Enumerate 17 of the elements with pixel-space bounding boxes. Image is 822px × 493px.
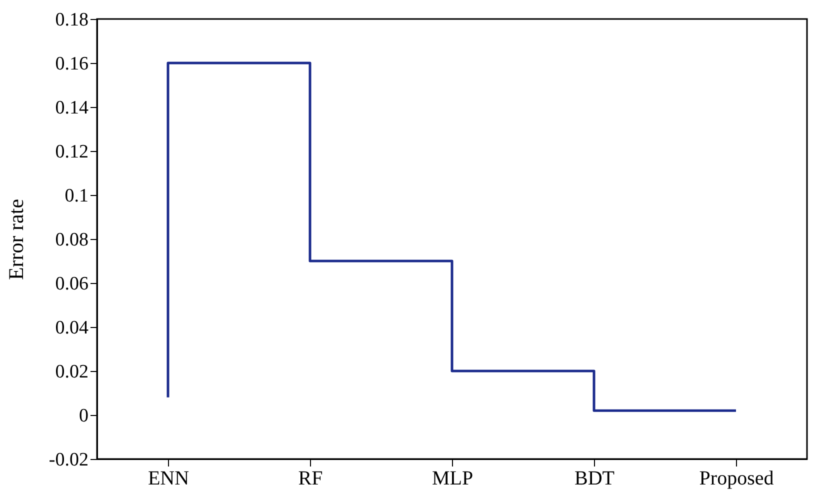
x-tick-label: Proposed (699, 468, 774, 490)
y-tick-label: 0.06 (55, 274, 88, 294)
y-tick-label: 0.08 (55, 230, 88, 250)
y-tick-label: 0.18 (55, 10, 88, 30)
y-axis-title: Error rate (4, 198, 28, 280)
y-tick-label: 0 (79, 406, 88, 426)
y-tick-label: 0.1 (64, 186, 88, 206)
x-tick-label: RF (298, 468, 323, 490)
x-tick-label: MLP (432, 468, 474, 490)
y-tick-label: 0.04 (55, 318, 89, 338)
x-tick-label: ENN (148, 468, 190, 490)
y-tick-label: 0.16 (55, 54, 88, 74)
y-tick-label: 0.14 (55, 98, 89, 118)
y-tick-label: 0.02 (55, 362, 88, 382)
y-tick-label: 0.12 (55, 142, 88, 162)
x-tick-label: BDT (574, 468, 614, 490)
y-tick-label: -0.02 (48, 450, 88, 470)
